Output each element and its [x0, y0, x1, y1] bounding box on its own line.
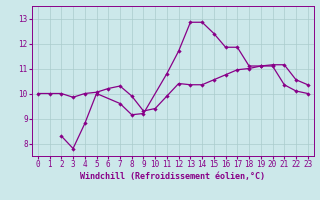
X-axis label: Windchill (Refroidissement éolien,°C): Windchill (Refroidissement éolien,°C)	[80, 172, 265, 181]
